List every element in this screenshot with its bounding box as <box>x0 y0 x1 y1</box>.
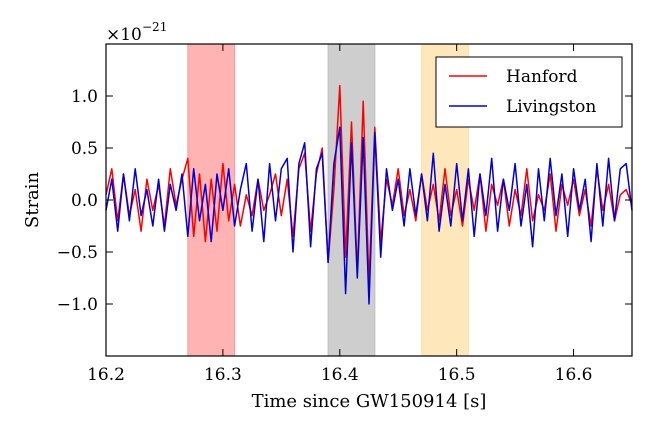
x-tick-label-4: 16.6 <box>555 365 593 385</box>
y-tick-label-2: 0.0 <box>71 191 98 211</box>
x-tick-label-0: 16.2 <box>87 365 125 385</box>
offset-base: ×10 <box>106 25 142 45</box>
series-lines <box>105 84 633 305</box>
series-line-livingston <box>105 126 633 305</box>
y-offset-label: ×10 −21 <box>106 20 167 45</box>
y-axis-label: Strain <box>22 171 43 228</box>
x-tick-label-3: 16.5 <box>438 365 476 385</box>
legend-label-hanford: Hanford <box>506 67 578 87</box>
axis-ticks: 16.2 16.3 16.4 16.5 16.6 −1.0 −0.5 0.0 0.5 1.0 <box>57 44 632 385</box>
x-tick-label-1: 16.3 <box>204 365 242 385</box>
x-tick-label-2: 16.4 <box>321 365 359 385</box>
y-tick-label-0: −1.0 <box>57 295 98 315</box>
legend-box <box>435 56 623 128</box>
plot-frame <box>105 43 633 357</box>
y-tick-label-1: −0.5 <box>57 243 98 263</box>
x-axis-label: Time since GW150914 [s] <box>252 391 487 412</box>
legend-label-livingston: Livingston <box>506 97 596 117</box>
offset-exponent: −21 <box>142 20 167 34</box>
y-tick-label-4: 1.0 <box>71 87 98 107</box>
legend: Hanford Livingston <box>435 56 623 128</box>
y-tick-label-3: 0.5 <box>71 139 98 159</box>
shaded-region-1 <box>327 43 376 357</box>
shaded-region-0 <box>187 43 236 357</box>
